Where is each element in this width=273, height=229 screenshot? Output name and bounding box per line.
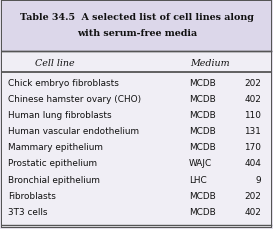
Text: MCDB: MCDB bbox=[189, 78, 216, 87]
Text: 202: 202 bbox=[244, 191, 261, 200]
Text: 170: 170 bbox=[244, 143, 261, 152]
Text: Prostatic epithelium: Prostatic epithelium bbox=[8, 159, 97, 168]
Text: Bronchial epithelium: Bronchial epithelium bbox=[8, 175, 100, 184]
Text: MCDB: MCDB bbox=[189, 207, 216, 216]
Text: 402: 402 bbox=[244, 207, 261, 216]
Text: Table 34.5  A selected list of cell lines along: Table 34.5 A selected list of cell lines… bbox=[20, 14, 254, 22]
Text: Chick embryo fibroblasts: Chick embryo fibroblasts bbox=[8, 78, 119, 87]
Text: Cell line: Cell line bbox=[35, 58, 75, 67]
Text: Medium: Medium bbox=[190, 58, 230, 67]
Text: MCDB: MCDB bbox=[189, 110, 216, 119]
Text: 404: 404 bbox=[244, 159, 261, 168]
Text: 202: 202 bbox=[244, 78, 261, 87]
Text: MCDB: MCDB bbox=[189, 191, 216, 200]
Text: LHC: LHC bbox=[189, 175, 207, 184]
Text: MCDB: MCDB bbox=[189, 127, 216, 136]
Text: Mammary epithelium: Mammary epithelium bbox=[8, 143, 103, 152]
Text: WAJC: WAJC bbox=[189, 159, 212, 168]
Text: 402: 402 bbox=[244, 94, 261, 103]
Bar bbox=[2, 2, 271, 52]
Bar bbox=[2, 52, 271, 227]
Text: with serum-free media: with serum-free media bbox=[77, 28, 197, 37]
Text: MCDB: MCDB bbox=[189, 143, 216, 152]
Text: Human lung fibroblasts: Human lung fibroblasts bbox=[8, 110, 112, 119]
Text: Human vascular endothelium: Human vascular endothelium bbox=[8, 127, 139, 136]
Text: Chinese hamster ovary (CHO): Chinese hamster ovary (CHO) bbox=[8, 94, 141, 103]
Text: 9: 9 bbox=[255, 175, 261, 184]
Text: 110: 110 bbox=[244, 110, 261, 119]
Text: MCDB: MCDB bbox=[189, 94, 216, 103]
Text: 3T3 cells: 3T3 cells bbox=[8, 207, 48, 216]
Text: Fibroblasts: Fibroblasts bbox=[8, 191, 56, 200]
Text: 131: 131 bbox=[244, 127, 261, 136]
